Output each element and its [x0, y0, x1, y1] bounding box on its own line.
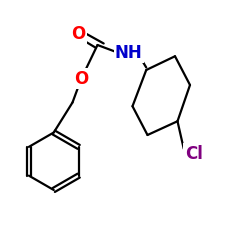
- Text: O: O: [72, 25, 86, 43]
- Text: NH: NH: [115, 44, 142, 62]
- Text: O: O: [74, 70, 88, 88]
- Text: Cl: Cl: [185, 145, 203, 163]
